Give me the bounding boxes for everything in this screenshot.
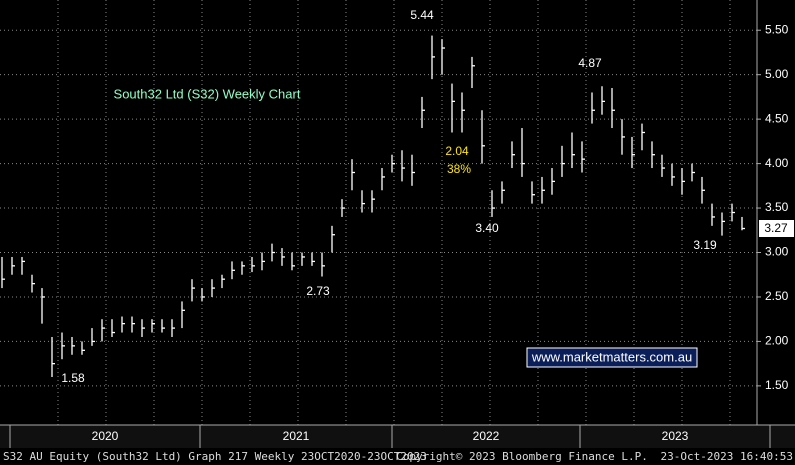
y-tick-label: 5.50 bbox=[765, 22, 789, 36]
year-label: 2020 bbox=[92, 429, 119, 443]
year-label: 2023 bbox=[662, 429, 689, 443]
y-tick-label: 4.50 bbox=[765, 111, 789, 125]
watermark-box bbox=[526, 347, 698, 368]
last-price-label: 3.27 bbox=[764, 221, 788, 235]
y-tick-label: 1.50 bbox=[765, 378, 789, 392]
y-tick-label: 3.00 bbox=[765, 245, 789, 259]
y-tick-label: 4.00 bbox=[765, 156, 789, 170]
y-tick-label: 5.00 bbox=[765, 67, 789, 81]
annotation: 2.73 bbox=[306, 284, 330, 298]
year-label: 2021 bbox=[283, 429, 310, 443]
annotation: 38% bbox=[447, 162, 471, 176]
annotation: 1.58 bbox=[61, 371, 85, 385]
y-tick-label: 2.00 bbox=[765, 334, 789, 348]
watermark: www.marketmatters.com.au bbox=[531, 349, 692, 364]
y-tick-label: 3.50 bbox=[765, 200, 789, 214]
last-price-box bbox=[759, 220, 794, 237]
annotation: 3.19 bbox=[693, 238, 717, 252]
annotation: 4.87 bbox=[578, 56, 602, 70]
chart-title: South32 Ltd (S32) Weekly Chart bbox=[114, 86, 301, 101]
y-tick-label: 2.50 bbox=[765, 289, 789, 303]
footer-right: 23-Oct-2023 16:40:53 bbox=[661, 450, 793, 463]
year-label: 2022 bbox=[473, 429, 500, 443]
annotation: 2.04 bbox=[445, 144, 469, 158]
annotation: 3.40 bbox=[475, 221, 499, 235]
footer-left: S32 AU Equity (South32 Ltd) Graph 217 We… bbox=[3, 450, 427, 463]
footer-center: Copyright© 2023 Bloomberg Finance L.P. bbox=[396, 450, 648, 463]
annotation: 5.44 bbox=[410, 8, 434, 22]
year-strip bbox=[0, 425, 795, 448]
